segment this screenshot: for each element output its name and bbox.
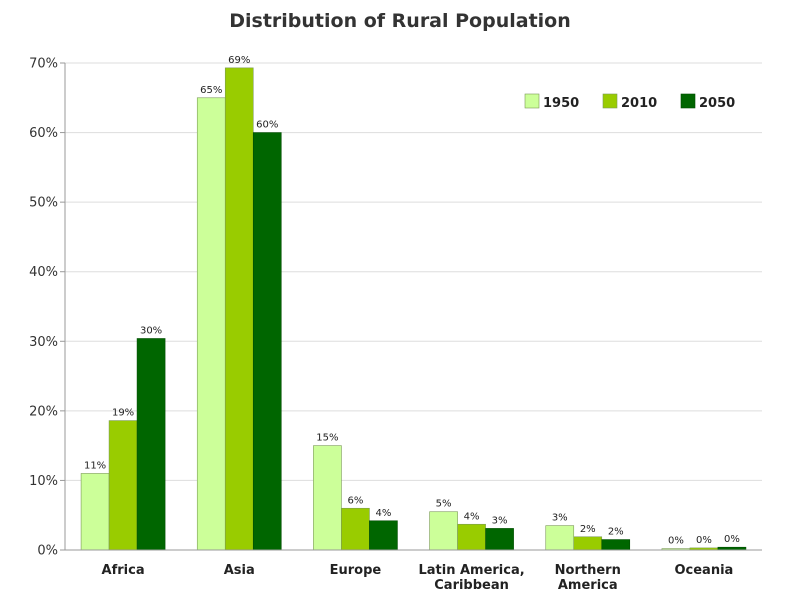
bar-2010-4 bbox=[573, 536, 603, 551]
bar-1950-0 bbox=[80, 473, 110, 551]
bar-2010-0 bbox=[108, 420, 138, 551]
legend-label-2010: 2010 bbox=[621, 96, 657, 111]
data-label: 4% bbox=[375, 508, 391, 519]
y-tick-label: 70% bbox=[29, 57, 58, 72]
legend-label-1950: 1950 bbox=[543, 96, 579, 111]
y-tick-label: 30% bbox=[29, 335, 58, 350]
x-category-label-line: America bbox=[558, 578, 618, 593]
data-label: 2% bbox=[580, 524, 596, 535]
y-tick-label: 20% bbox=[29, 404, 58, 419]
bar-2050-4 bbox=[601, 539, 631, 551]
x-category-label-line: Northern bbox=[555, 563, 621, 578]
data-label: 6% bbox=[347, 495, 363, 506]
legend-swatch-1950 bbox=[524, 93, 540, 109]
x-category-label-line: Caribbean bbox=[434, 578, 509, 593]
bar-1950-2 bbox=[313, 445, 342, 551]
chart-title: Distribution of Rural Population bbox=[229, 10, 571, 32]
x-category-label: Latin America, Caribbean bbox=[418, 563, 524, 593]
legend-label-2050: 2050 bbox=[699, 96, 735, 111]
data-labels-layer: 11% 19% 30% 65% 69% 60% 15% 6% 4% 5% 4% 3% 3% 2% 2% 0% 0… bbox=[84, 55, 740, 547]
legend-swatch-2010 bbox=[602, 93, 618, 109]
x-category-label: Northern America bbox=[555, 563, 621, 593]
data-label: 4% bbox=[464, 511, 480, 522]
data-label: 0% bbox=[668, 536, 684, 547]
x-category-label-line: Africa bbox=[102, 563, 145, 578]
x-category-label: Europe bbox=[330, 563, 382, 578]
bars-layer bbox=[80, 67, 747, 551]
x-category-label-line: Europe bbox=[330, 563, 382, 578]
data-label: 3% bbox=[492, 515, 508, 526]
y-tick-label: 0% bbox=[37, 544, 58, 559]
data-label: 15% bbox=[316, 433, 338, 444]
data-label: 0% bbox=[724, 534, 740, 545]
x-category-label-line: Asia bbox=[224, 563, 255, 578]
data-label: 3% bbox=[552, 513, 568, 524]
grid-layer bbox=[65, 62, 762, 551]
data-label: 2% bbox=[608, 527, 624, 538]
x-category-label-line: Latin America, bbox=[418, 563, 524, 578]
data-label: 0% bbox=[696, 535, 712, 546]
bar-1950-1 bbox=[196, 97, 226, 551]
data-label: 65% bbox=[200, 85, 222, 96]
bar-2050-1 bbox=[252, 132, 282, 551]
x-category-label: Asia bbox=[224, 563, 255, 578]
data-label: 11% bbox=[84, 460, 106, 471]
data-label: 19% bbox=[112, 408, 134, 419]
x-category-label: Oceania bbox=[674, 563, 733, 578]
bar-1950-4 bbox=[545, 525, 575, 551]
y-tick-label: 50% bbox=[29, 196, 58, 211]
x-category-label-line: Oceania bbox=[674, 563, 733, 578]
x-category-label: Africa bbox=[102, 563, 145, 578]
bar-2050-2 bbox=[369, 520, 398, 551]
data-label: 69% bbox=[228, 55, 250, 66]
data-label: 30% bbox=[140, 326, 162, 337]
bar-2050-3 bbox=[485, 528, 514, 551]
legend-swatch-2050 bbox=[680, 93, 696, 109]
bar-2010-3 bbox=[457, 523, 486, 551]
axes-layer: 0% 10% 20% 30% 40% 50% 60% 70% Africa Asia Europe L… bbox=[29, 57, 762, 593]
bar-2010-2 bbox=[341, 507, 370, 551]
y-tick-label: 60% bbox=[29, 126, 58, 141]
bar-1950-3 bbox=[429, 511, 458, 551]
legend: 1950 2010 2050 bbox=[524, 93, 735, 111]
bar-2010-1 bbox=[224, 67, 254, 551]
data-label: 60% bbox=[256, 120, 278, 131]
y-tick-label: 40% bbox=[29, 265, 58, 280]
bar-2050-0 bbox=[136, 338, 166, 551]
y-tick-label: 10% bbox=[29, 474, 58, 489]
data-label: 5% bbox=[436, 499, 452, 510]
